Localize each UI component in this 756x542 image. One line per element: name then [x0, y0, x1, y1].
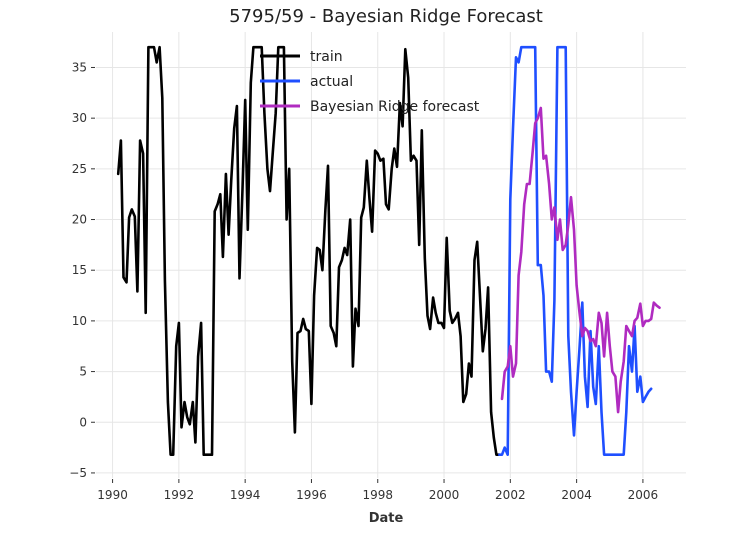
x-tick-label: 2000 [429, 488, 460, 502]
legend-label: Bayesian Ridge forecast [310, 99, 480, 115]
y-tick-label: 20 [72, 213, 87, 227]
x-tick-label: 1992 [164, 488, 195, 502]
y-tick-label: 25 [72, 162, 87, 176]
y-tick-label: 0 [79, 415, 87, 429]
y-tick-label: 5 [79, 365, 87, 379]
x-tick-label: 1998 [362, 488, 393, 502]
x-tick-label: 1996 [296, 488, 327, 502]
x-tick-label: 2004 [561, 488, 592, 502]
legend-label: actual [310, 74, 353, 90]
x-tick-label: 1990 [97, 488, 128, 502]
x-tick-label: 2006 [628, 488, 659, 502]
y-tick-label: 10 [72, 314, 87, 328]
axes: −5 0 5 10 15 20 25 30 35 1990 1992 1994 1996 1998 2000… [69, 60, 658, 502]
legend: train actual Bayesian Ridge forecast [260, 49, 480, 115]
legend-label: train [310, 49, 343, 65]
y-tick-label: −5 [69, 466, 87, 480]
chart-title: 5795/59 - Bayesian Ridge Forecast [229, 6, 543, 27]
x-tick-label: 1994 [230, 488, 261, 502]
x-tick-label: 2002 [495, 488, 526, 502]
y-tick-label: 35 [72, 60, 87, 74]
y-tick-label: 30 [72, 111, 87, 125]
y-tick-label: 15 [72, 263, 87, 277]
x-axis-label: Date [369, 511, 404, 526]
